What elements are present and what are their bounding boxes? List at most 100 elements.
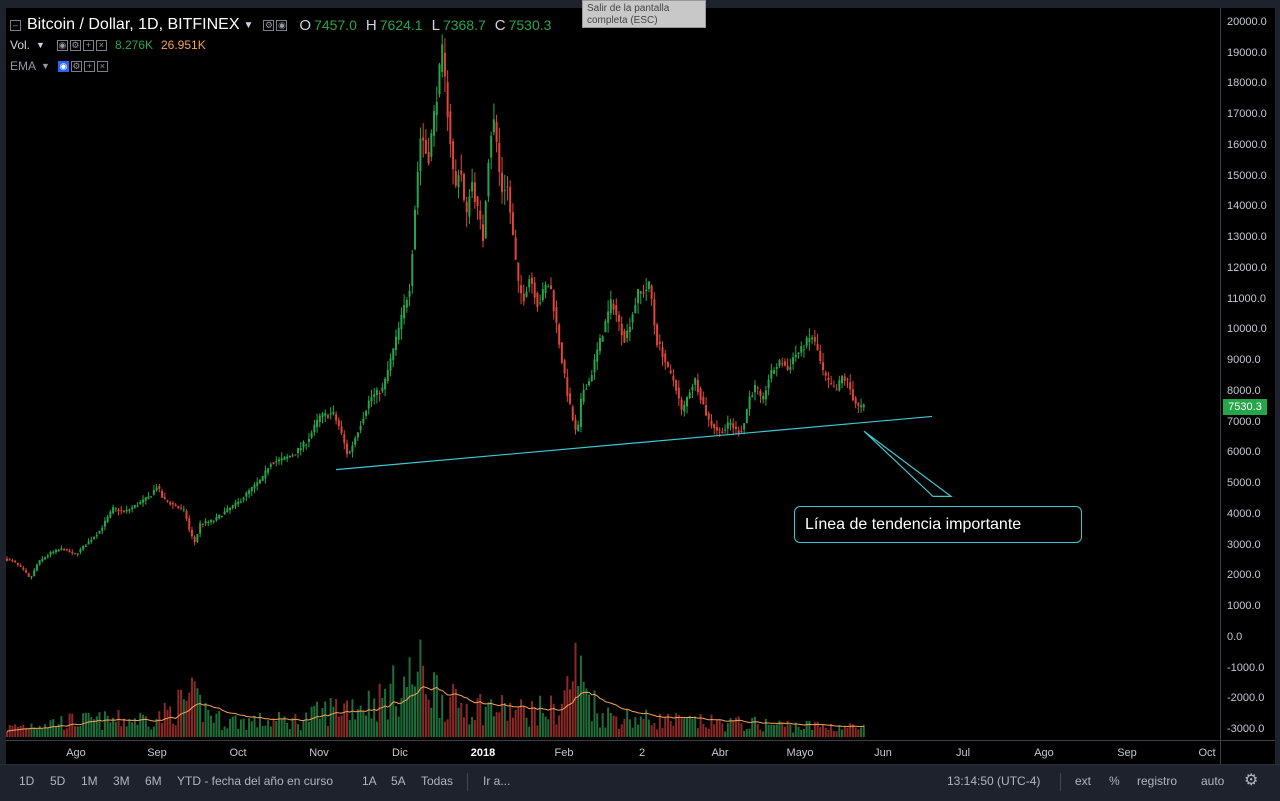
volume-bar <box>664 717 667 737</box>
volume-bar <box>278 711 280 737</box>
time-axis[interactable]: Ago Sep Oct Nov Dic 2018 Feb 2 Abr Mayo Jun Jul Ago S… <box>6 740 1220 765</box>
candle-body <box>394 336 397 351</box>
volume-bar <box>405 687 408 737</box>
volume-bar <box>759 729 762 737</box>
trendline[interactable] <box>335 415 933 471</box>
volume-bar <box>501 695 504 737</box>
candle-body <box>473 182 476 203</box>
candle-body <box>462 174 465 200</box>
candle-body <box>362 418 365 424</box>
candle-body <box>427 152 430 164</box>
range-6m[interactable]: 6M <box>145 774 162 788</box>
candle-body <box>743 423 746 430</box>
log-toggle[interactable]: registro <box>1137 774 1178 788</box>
range-5d[interactable]: 5D <box>50 774 66 788</box>
chevron-down-icon[interactable]: ▼ <box>243 19 254 31</box>
candle-body <box>734 426 737 429</box>
percent-toggle[interactable]: % <box>1109 774 1120 788</box>
candle-body <box>128 509 131 511</box>
price-tick-label: -3000.0 <box>1227 723 1265 735</box>
candle-body <box>106 516 109 523</box>
chevron-down-icon[interactable]: ▼ <box>36 40 45 50</box>
volume-bar <box>514 709 517 737</box>
range-1m[interactable]: 1M <box>81 774 98 788</box>
range-ytd[interactable]: YTD - fecha del año en curso <box>177 774 334 788</box>
candle-body <box>492 119 495 133</box>
volume-bar <box>215 713 218 737</box>
candle-body <box>158 486 161 489</box>
price-tick-label: 17000.0 <box>1227 108 1267 121</box>
eye-icon[interactable]: ◉ <box>57 60 69 72</box>
close-icon[interactable]: × <box>95 39 107 51</box>
collapse-icon[interactable]: – <box>10 19 21 31</box>
eye-icon[interactable]: ◉ <box>56 39 68 51</box>
ext-toggle[interactable]: ext <box>1075 774 1092 788</box>
settings-icon[interactable]: ⚙ <box>263 19 275 31</box>
settings-icon[interactable]: ⚙ <box>70 60 82 72</box>
volume-bar <box>343 703 346 737</box>
candle-body <box>392 348 395 361</box>
auto-toggle[interactable]: auto <box>1201 774 1225 788</box>
price-tick-label: 14000.0 <box>1227 200 1267 213</box>
range-5a[interactable]: 5A <box>391 774 406 788</box>
range-all[interactable]: Todas <box>421 774 454 788</box>
range-1a[interactable]: 1A <box>362 774 377 788</box>
candle-body <box>101 527 104 531</box>
ohlc-value-h: 7624.1 <box>379 17 423 33</box>
candle-body <box>288 456 291 458</box>
volume-label[interactable]: Vol. <box>10 38 31 52</box>
volume-bar <box>169 706 172 737</box>
volume-bar <box>694 716 697 737</box>
volume-bar <box>517 706 520 737</box>
volume-bar <box>479 693 482 737</box>
close-icon[interactable]: × <box>96 60 108 72</box>
candle-body <box>443 52 446 77</box>
price-axis[interactable]: -3000.0 -2000.0 -1000.0 0.0 1000.0 2000.0 3000… <box>1220 8 1275 740</box>
candle-body <box>737 430 740 434</box>
volume-bar <box>112 717 115 737</box>
legend-volume[interactable]: Vol. ▼ ◉ ⚙ + × 8.276K 26.951K <box>10 38 206 52</box>
volume-bar <box>650 725 653 737</box>
legend-ema[interactable]: EMA ▼ ◉ ⚙ + × <box>10 59 110 73</box>
eye-icon[interactable]: ◉ <box>276 19 288 31</box>
range-1d[interactable]: 1D <box>19 774 35 788</box>
candle-body <box>713 423 716 429</box>
symbol-title[interactable]: Bitcoin / Dollar, 1D, BITFINEX <box>27 16 240 33</box>
gear-icon[interactable]: ⚙ <box>1244 772 1259 789</box>
goto-date-button[interactable]: Ir a... <box>483 774 511 788</box>
plus-icon[interactable]: + <box>82 39 94 51</box>
last-price-tag: 7530.3 <box>1223 399 1267 415</box>
legend-main[interactable]: – Bitcoin / Dollar, 1D, BITFINEX ▼ ⚙ ◉ O… <box>10 16 560 34</box>
volume-bar <box>639 716 642 737</box>
volume-bar <box>177 689 180 737</box>
settings-icon[interactable]: ⚙ <box>69 39 81 51</box>
candle-body <box>54 549 57 553</box>
volume-bar <box>637 724 640 737</box>
candle-body <box>27 573 30 577</box>
candle-body <box>188 518 191 530</box>
volume-bar <box>139 712 142 737</box>
range-3m[interactable]: 3M <box>113 774 130 788</box>
volume-bar <box>751 717 754 737</box>
volume-bar <box>6 731 8 737</box>
chevron-down-icon[interactable]: ▼ <box>41 61 50 71</box>
time-tick-label: Feb <box>554 747 574 759</box>
candle-body <box>585 388 588 390</box>
chart-pane[interactable] <box>6 8 1220 740</box>
volume-bar <box>136 724 139 737</box>
volume-bar <box>378 683 381 737</box>
volume-bar <box>547 719 550 737</box>
volume-bar <box>294 713 297 737</box>
price-tick-label: 12000.0 <box>1227 261 1267 274</box>
volume-bar <box>375 721 378 737</box>
ema-label[interactable]: EMA <box>10 59 37 73</box>
plus-icon[interactable]: + <box>83 60 95 72</box>
candle-body <box>571 406 574 421</box>
callout-label[interactable]: Línea de tendencia importante <box>794 506 1082 543</box>
candle-body <box>715 426 718 431</box>
candle-body <box>441 44 444 72</box>
volume-bar <box>239 719 242 737</box>
volume-bar <box>152 726 155 737</box>
clock-timezone[interactable]: 13:14:50 (UTC-4) <box>947 774 1041 788</box>
